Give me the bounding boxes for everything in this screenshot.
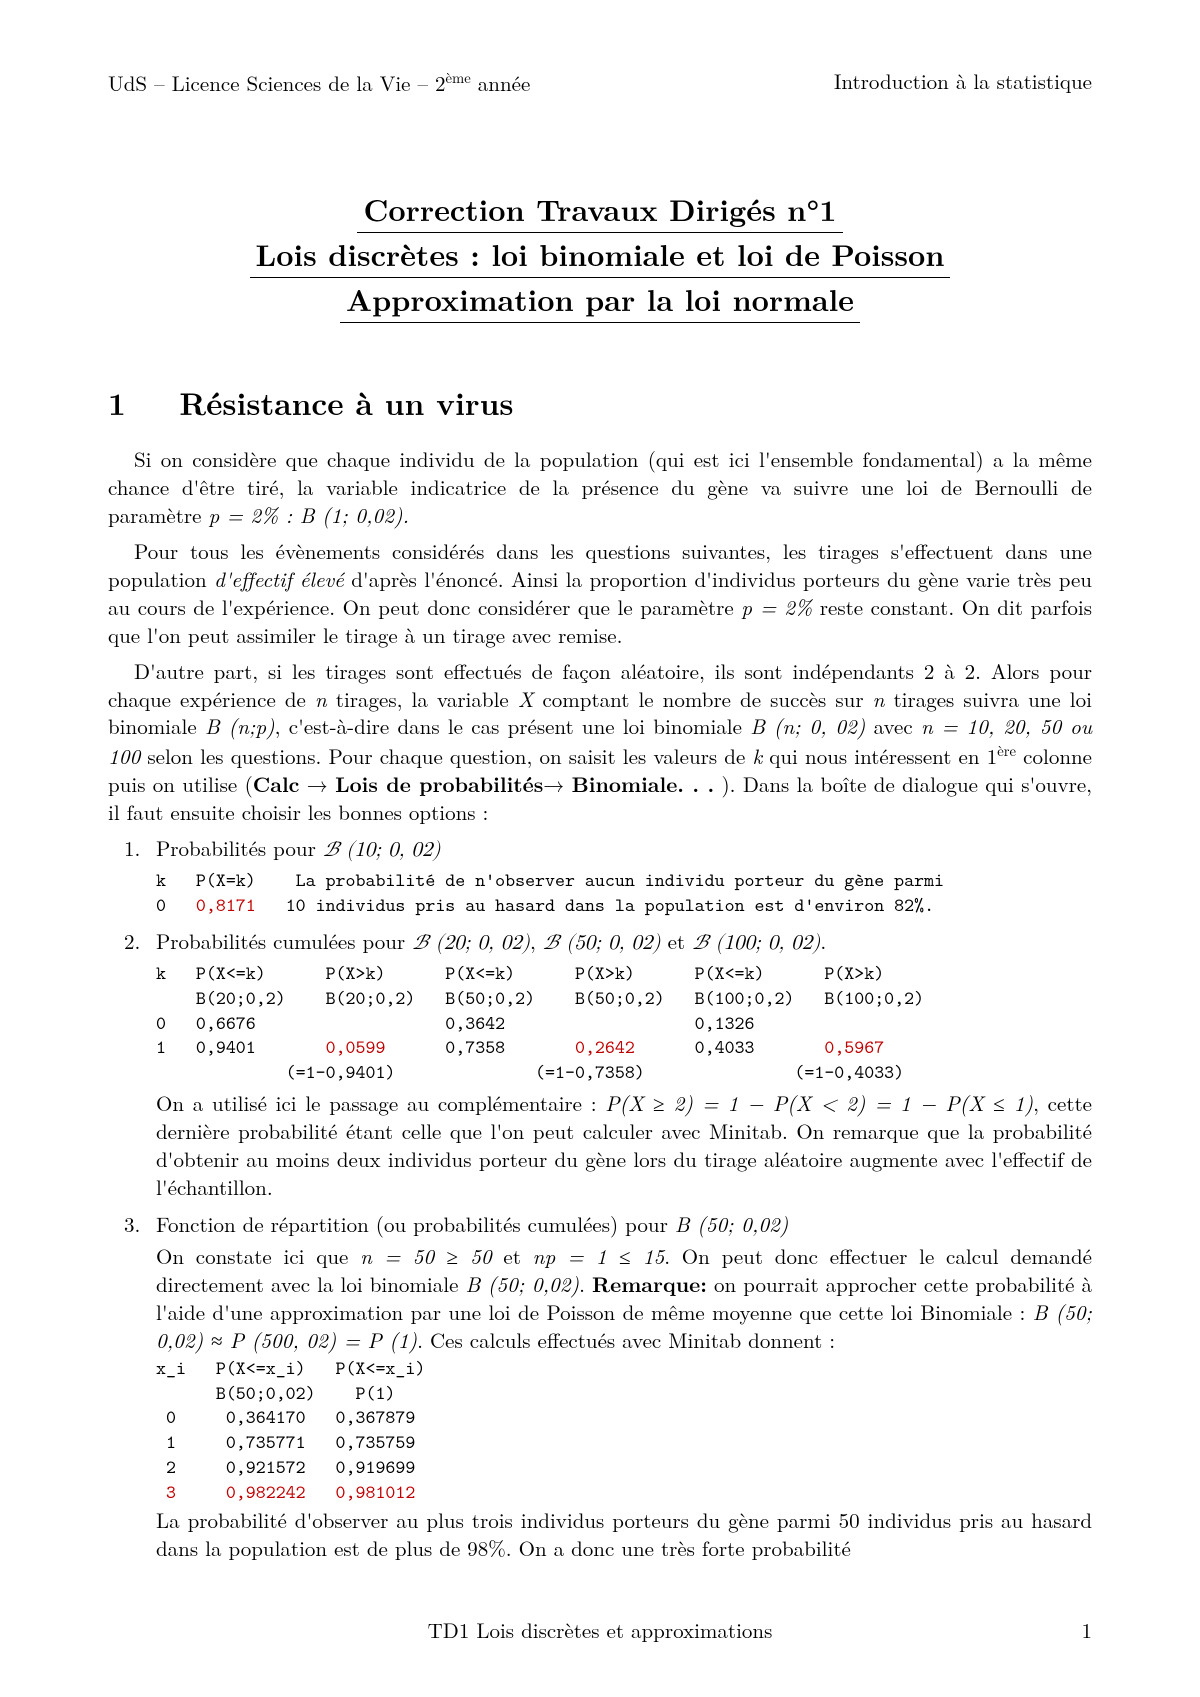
- title-line-3: Approximation par la loi normale: [340, 278, 860, 323]
- para-3: D'autre part, si les tirages sont effect…: [108, 658, 1092, 828]
- item-3-num: 3.: [124, 1211, 140, 1239]
- item-2-output: k P(X<=k) P(X>k) P(X<=k) P(X>k) P(X<=k) …: [156, 962, 1092, 1085]
- menu-calc: Calc: [253, 769, 300, 799]
- header-left-b: année: [471, 68, 531, 98]
- item-1-output: k P(X=k) La probabilité de n'observer au…: [156, 869, 1092, 918]
- item-1: 1. Probabilités pour ℬ (10; 0, 02) k P(X…: [108, 835, 1092, 918]
- section-heading: 1 Résistance à un virus: [108, 383, 1092, 424]
- footer-center: TD1 Lois discrètes et approximations: [108, 1617, 1092, 1645]
- item-1-red: 0,8171: [196, 893, 256, 918]
- header-left: UdS – Licence Sciences de la Vie – 2ème …: [108, 68, 530, 98]
- item-2: 2. Probabilités cumulées pour ℬ (20; 0, …: [108, 928, 1092, 1201]
- item-2-num: 2.: [124, 928, 140, 956]
- item-1-num: 1.: [124, 835, 140, 863]
- it-effectif: d'effectif élevé: [214, 564, 344, 594]
- math-bernoulli: p = 2% : B (1; 0,02).: [208, 500, 409, 530]
- title-block: Correction Travaux Dirigés n°1 Lois disc…: [108, 188, 1092, 323]
- item-1-dist: ℬ (10; 0, 02): [323, 840, 441, 861]
- item-3-output: x_i P(X<=x_i) P(X<=x_i) B(50;0,02) P(1) …: [156, 1357, 1092, 1505]
- header-left-sup: ème: [446, 67, 471, 88]
- item-2-math: P(X ≥ 2) = 1 − P(X < 2) = 1 − P(X ≤ 1): [605, 1088, 1033, 1118]
- section-title: Résistance à un virus: [179, 381, 513, 425]
- page: UdS – Licence Sciences de la Vie – 2ème …: [0, 0, 1200, 1697]
- item-3-remarque: Remarque:: [592, 1269, 707, 1299]
- page-header: UdS – Licence Sciences de la Vie – 2ème …: [108, 68, 1092, 98]
- header-left-a: UdS – Licence Sciences de la Vie – 2: [108, 68, 446, 98]
- footer-page-number: 1: [1082, 1617, 1093, 1645]
- title-line-2: Lois discrètes : loi binomiale et loi de…: [250, 233, 951, 278]
- page-footer: TD1 Lois discrètes et approximations 1: [108, 1617, 1092, 1645]
- section-num: 1: [108, 381, 126, 425]
- para-1: Si on considère que chaque individu de l…: [108, 446, 1092, 530]
- menu-binomiale: Binomiale. . .: [572, 769, 715, 799]
- enumeration: 1. Probabilités pour ℬ (10; 0, 02) k P(X…: [108, 835, 1092, 1563]
- header-right: Introduction à la statistique: [834, 68, 1092, 98]
- menu-lois: Lois de probabilités: [335, 769, 543, 799]
- para-2: Pour tous les évènements considérés dans…: [108, 538, 1092, 650]
- title-line-1: Correction Travaux Dirigés n°1: [357, 188, 842, 233]
- item-3: 3. Fonction de répartition (ou probabili…: [108, 1211, 1092, 1563]
